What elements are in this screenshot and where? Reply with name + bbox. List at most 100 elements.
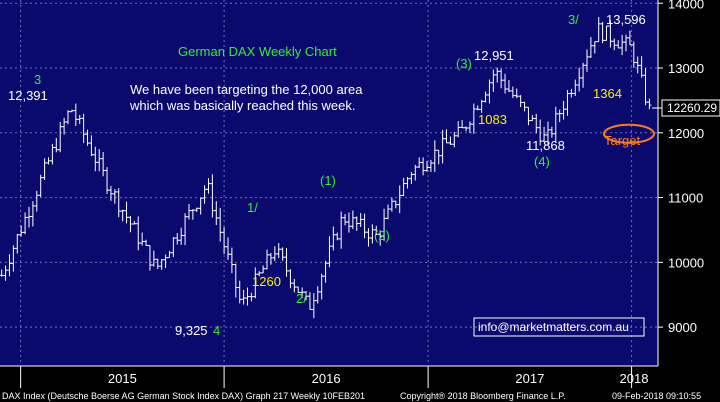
- ohlc-bar: [397, 185, 402, 214]
- wave-label-3-slash: 3/: [568, 12, 579, 27]
- ohlc-bar: [600, 21, 605, 44]
- ohlc-bar: [569, 88, 574, 98]
- last-price-value: 12260.29: [667, 101, 717, 115]
- ohlc-bar: [136, 216, 141, 251]
- ohlc-bar: [604, 25, 609, 41]
- ohlc-bar: [409, 171, 414, 185]
- ohlc-bar: [452, 131, 457, 148]
- ohlc-bar: [647, 98, 652, 110]
- ohlc-bar: [584, 49, 589, 72]
- commentary-line-1: We have been targeting the 12,000 area: [130, 82, 363, 97]
- wave-label-2: 2/: [296, 291, 307, 306]
- ohlc-bar: [292, 278, 297, 293]
- ohlc-bar: [421, 157, 426, 176]
- ohlc-bar: [159, 259, 164, 270]
- ohlc-bar: [151, 250, 156, 267]
- ohlc-bar: [7, 254, 12, 277]
- ohlc-bar: [15, 233, 20, 254]
- ohlc-bar: [522, 101, 527, 112]
- ohlc-bar: [175, 233, 180, 245]
- ohlc-bar: [3, 265, 8, 281]
- last-price-box: [661, 99, 720, 117]
- wave-label-1: 1/: [247, 200, 258, 215]
- ohlc-bar: [97, 149, 102, 172]
- price-bars: [0, 17, 652, 319]
- plot-area: [0, 0, 658, 366]
- ohlc-bar: [233, 263, 238, 298]
- ohlc-bar: [89, 135, 94, 157]
- ohlc-bar: [198, 197, 203, 215]
- ohlc-bar: [538, 119, 543, 146]
- ohlc-bar: [487, 79, 492, 104]
- ohlc-bar: [112, 189, 117, 204]
- ohlc-bar: [38, 174, 43, 198]
- ohlc-bar: [46, 157, 51, 165]
- ohlc-bar: [624, 34, 629, 52]
- ohlc-bar: [366, 228, 371, 247]
- ohlc-bar: [627, 30, 632, 46]
- commentary-line-2: which was basically reached this week.: [129, 98, 355, 113]
- move-label-1083: 1083: [478, 112, 507, 127]
- ohlc-bar: [261, 265, 266, 274]
- ohlc-bar: [280, 247, 285, 261]
- ohlc-bar: [374, 225, 379, 236]
- ohlc-bar: [530, 115, 535, 122]
- footer-copyright: Copyright® 2018 Bloomberg Finance L.P.: [400, 391, 566, 401]
- ohlc-bar: [58, 121, 63, 153]
- ohlc-bar: [147, 245, 152, 271]
- ohlc-bar: [34, 190, 39, 212]
- ohlc-bar: [592, 41, 597, 54]
- ohlc-bar: [73, 103, 78, 127]
- grid-lines: [0, 0, 658, 366]
- y-tick-labels: 9000 10000 11000 12000 13000 14000: [658, 0, 704, 335]
- ohlc-bar: [612, 38, 617, 51]
- ohlc-bar: [335, 232, 340, 241]
- ohlc-bar: [245, 287, 250, 306]
- email-box: [473, 317, 645, 337]
- ohlc-bar: [343, 214, 348, 226]
- ohlc-bar: [85, 129, 90, 146]
- ohlc-bar: [77, 114, 82, 124]
- ohlc-bar: [323, 260, 328, 283]
- ohlc-bar: [276, 243, 281, 258]
- ohlc-bar: [42, 158, 47, 181]
- ohlc-bar: [526, 106, 531, 126]
- ohlc-bar: [393, 200, 398, 209]
- x-axis-panel: [0, 366, 720, 388]
- ohlc-bar: [581, 62, 586, 88]
- ohlc-bar: [635, 56, 640, 74]
- ohlc-bar: [300, 287, 305, 299]
- y-tick-label: 12000: [668, 126, 704, 141]
- target-label: Target: [604, 133, 641, 148]
- email-link[interactable]: info@marketmatters.com.au: [478, 320, 629, 334]
- ohlc-bar: [268, 252, 273, 265]
- ohlc-bar: [425, 161, 430, 172]
- ohlc-bar: [237, 280, 242, 304]
- ohlc-bar: [11, 245, 16, 272]
- ohlc-bar: [503, 73, 508, 94]
- ohlc-bar: [643, 68, 648, 106]
- ohlc-bar: [311, 293, 316, 319]
- ohlc-bar: [565, 90, 570, 116]
- ohlc-bar: [307, 292, 312, 310]
- ohlc-bar: [553, 106, 558, 143]
- ohlc-bar: [327, 236, 332, 268]
- ohlc-bar: [194, 207, 199, 213]
- ohlc-bar: [144, 239, 149, 247]
- ohlc-bar: [405, 177, 410, 189]
- label-low-2017: 11,868: [526, 138, 565, 153]
- ohlc-bar: [155, 258, 160, 270]
- x-tick-labels: 2015 2016 2017 2018: [20, 366, 649, 388]
- ohlc-bar: [545, 121, 550, 145]
- move-label-1260: 1260: [252, 274, 281, 289]
- ohlc-bar: [93, 146, 98, 172]
- ohlc-bar: [510, 86, 515, 98]
- x-tick-label: 2018: [620, 371, 649, 386]
- move-label-1364: 1364: [593, 86, 622, 101]
- footer-description: DAX Index (Deutsche Boerse AG German Sto…: [2, 391, 365, 401]
- ohlc-bar: [370, 224, 375, 244]
- ohlc-bar: [471, 103, 476, 134]
- ohlc-bar: [350, 210, 355, 230]
- wave-label-3p: (3): [456, 56, 472, 71]
